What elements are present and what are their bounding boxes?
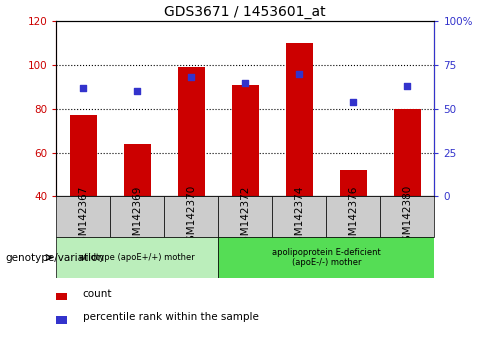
Bar bbox=[56, 316, 67, 324]
Text: GSM142374: GSM142374 bbox=[294, 185, 304, 249]
Bar bbox=[56, 293, 67, 300]
Point bbox=[133, 88, 141, 94]
Bar bbox=[380, 196, 434, 237]
Bar bbox=[218, 196, 272, 237]
Bar bbox=[218, 237, 434, 278]
Bar bbox=[340, 170, 367, 196]
Title: GDS3671 / 1453601_at: GDS3671 / 1453601_at bbox=[164, 5, 326, 19]
Bar bbox=[70, 115, 97, 196]
Text: GSM142376: GSM142376 bbox=[348, 185, 358, 249]
Bar bbox=[123, 144, 151, 196]
Bar bbox=[286, 43, 313, 196]
Bar bbox=[56, 237, 218, 278]
Point bbox=[79, 85, 87, 91]
Text: apolipoprotein E-deficient
(apoE-/-) mother: apolipoprotein E-deficient (apoE-/-) mot… bbox=[272, 248, 381, 267]
Text: GSM142380: GSM142380 bbox=[402, 185, 412, 249]
Bar bbox=[326, 196, 380, 237]
Text: GSM142367: GSM142367 bbox=[78, 185, 88, 249]
Text: GSM142372: GSM142372 bbox=[240, 185, 250, 249]
Bar bbox=[272, 196, 326, 237]
Bar bbox=[178, 67, 204, 196]
Point bbox=[404, 83, 411, 89]
Text: wildtype (apoE+/+) mother: wildtype (apoE+/+) mother bbox=[79, 253, 195, 262]
Bar bbox=[110, 196, 164, 237]
Bar bbox=[394, 109, 421, 196]
Text: GSM142370: GSM142370 bbox=[186, 185, 196, 249]
Bar bbox=[164, 196, 218, 237]
Text: genotype/variation: genotype/variation bbox=[5, 252, 104, 263]
Text: percentile rank within the sample: percentile rank within the sample bbox=[82, 312, 259, 322]
Bar bbox=[232, 85, 259, 196]
Point bbox=[187, 74, 195, 80]
Point bbox=[295, 71, 303, 76]
Point bbox=[349, 99, 357, 105]
Text: count: count bbox=[82, 289, 112, 299]
Bar bbox=[56, 196, 110, 237]
Text: GSM142369: GSM142369 bbox=[132, 185, 142, 249]
Point bbox=[242, 80, 249, 85]
